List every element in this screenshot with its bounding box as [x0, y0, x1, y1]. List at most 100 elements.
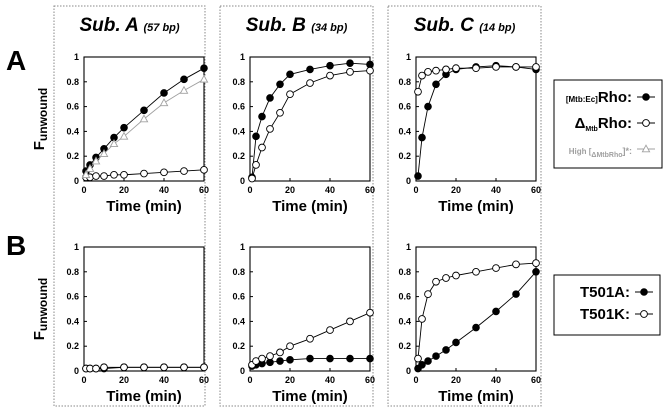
data-point [452, 64, 460, 73]
data-point [119, 131, 129, 140]
legend-entry-label: High [ΔMtbRho]*: [569, 146, 632, 159]
data-point [512, 260, 520, 269]
data-point [432, 277, 440, 286]
data-point [199, 74, 209, 83]
data-point [81, 170, 91, 179]
series-line [417, 65, 537, 177]
data-point [366, 354, 374, 363]
series-line [251, 70, 371, 179]
data-point [442, 274, 450, 282]
data-point [252, 161, 260, 169]
data-point [100, 363, 108, 372]
legend-entry-label: T501A: [580, 284, 630, 301]
plot-area [249, 246, 371, 372]
data-point [424, 102, 432, 111]
data-point [492, 307, 500, 316]
data-point [472, 323, 480, 332]
data-point [432, 80, 440, 89]
data-point [326, 354, 334, 363]
x-tick-label: 40 [491, 375, 501, 385]
legend-box [553, 274, 661, 336]
y-tick-label: 1 [74, 242, 79, 252]
y-tick-label: 0.2 [66, 341, 79, 351]
data-point [472, 267, 480, 276]
data-point [286, 356, 294, 364]
data-point [109, 139, 119, 148]
y-tick-label: 0.8 [398, 267, 411, 277]
chart-panel: 0 0.2 0.4 0.6 0.8 1 0 20 40 60 Time (min) [66, 242, 209, 405]
column-frame [53, 5, 206, 407]
x-tick-label: 40 [159, 375, 169, 385]
data-point [85, 163, 95, 172]
data-point [532, 267, 540, 276]
data-point [414, 87, 422, 96]
y-tick-label: 0.2 [398, 151, 411, 161]
data-point [414, 172, 422, 180]
x-axis-label: Time (min) [272, 388, 348, 405]
x-tick-label: 20 [119, 185, 129, 195]
x-tick-label: 20 [119, 375, 129, 385]
data-point [266, 125, 274, 133]
y-tick-label: 0.8 [66, 267, 79, 277]
x-axis-label: Time (min) [438, 388, 514, 405]
y-tick-label: 0.4 [66, 126, 79, 136]
data-point [276, 357, 284, 365]
x-axis-label: Time (min) [438, 198, 514, 215]
data-point [326, 326, 334, 334]
column-frame [387, 5, 542, 407]
data-point [120, 363, 128, 372]
data-point [92, 172, 100, 180]
data-point [414, 354, 422, 363]
legend-entry-label: [Mtb:Ec]Rho: [566, 89, 632, 106]
data-point [100, 172, 108, 180]
data-point [120, 123, 128, 132]
y-tick-label: 0.2 [66, 151, 79, 161]
x-tick-label: 40 [159, 185, 169, 195]
y-axis-label-sub: unwound [36, 278, 50, 331]
y-tick-label: 1 [406, 242, 411, 252]
column-title: Sub. A (57 bp) [79, 15, 179, 36]
data-point [366, 66, 374, 75]
plot-area [249, 56, 371, 182]
y-tick-label: 0 [240, 176, 245, 186]
legend-row-a: [Mtb:Ec]Rho: ΔMtbRho: High [ΔMtbRho]*: [553, 79, 663, 169]
data-point [252, 132, 260, 141]
legend-entry-label: ΔMtbRho: [575, 115, 632, 133]
y-tick-label: 0.2 [232, 151, 245, 161]
data-point [424, 290, 432, 298]
series-line [85, 67, 205, 172]
chart-panel: 0 0.2 0.4 0.6 0.8 1 0 20 40 60 Time (min) [232, 242, 375, 405]
chart-panel: 0 0.2 0.4 0.6 0.8 1 0 20 40 60 Time (min) [398, 52, 541, 215]
data-point [120, 170, 128, 179]
data-point [258, 354, 266, 363]
chart-panel: 0 0.2 0.4 0.6 0.8 1 0 20 40 60 Time (min) [232, 52, 375, 215]
data-point [179, 85, 189, 94]
x-tick-label: 20 [451, 185, 461, 195]
data-point [442, 65, 450, 74]
y-axis-label-main: F [31, 141, 48, 150]
y-tick-label: 0.8 [232, 267, 245, 277]
x-tick-label: 0 [247, 375, 252, 385]
data-point [99, 148, 109, 157]
data-point [418, 360, 426, 369]
x-tick-label: 60 [531, 375, 541, 385]
data-point [472, 64, 480, 73]
data-point [159, 98, 169, 107]
y-axis-label-sub: unwound [36, 88, 50, 141]
data-point [418, 71, 426, 80]
data-point [286, 342, 294, 351]
x-tick-label: 20 [285, 185, 295, 195]
data-point [512, 290, 520, 298]
y-tick-label: 0.6 [398, 102, 411, 112]
legend-marker [642, 93, 650, 101]
x-tick-label: 40 [325, 185, 335, 195]
y-tick-label: 1 [240, 242, 245, 252]
y-tick-label: 0.6 [66, 292, 79, 302]
data-point [140, 363, 148, 372]
data-point [492, 63, 500, 71]
column-title-length: (14 bp) [479, 22, 515, 34]
data-point [276, 348, 284, 357]
data-point [492, 264, 500, 272]
series-line [251, 62, 371, 178]
